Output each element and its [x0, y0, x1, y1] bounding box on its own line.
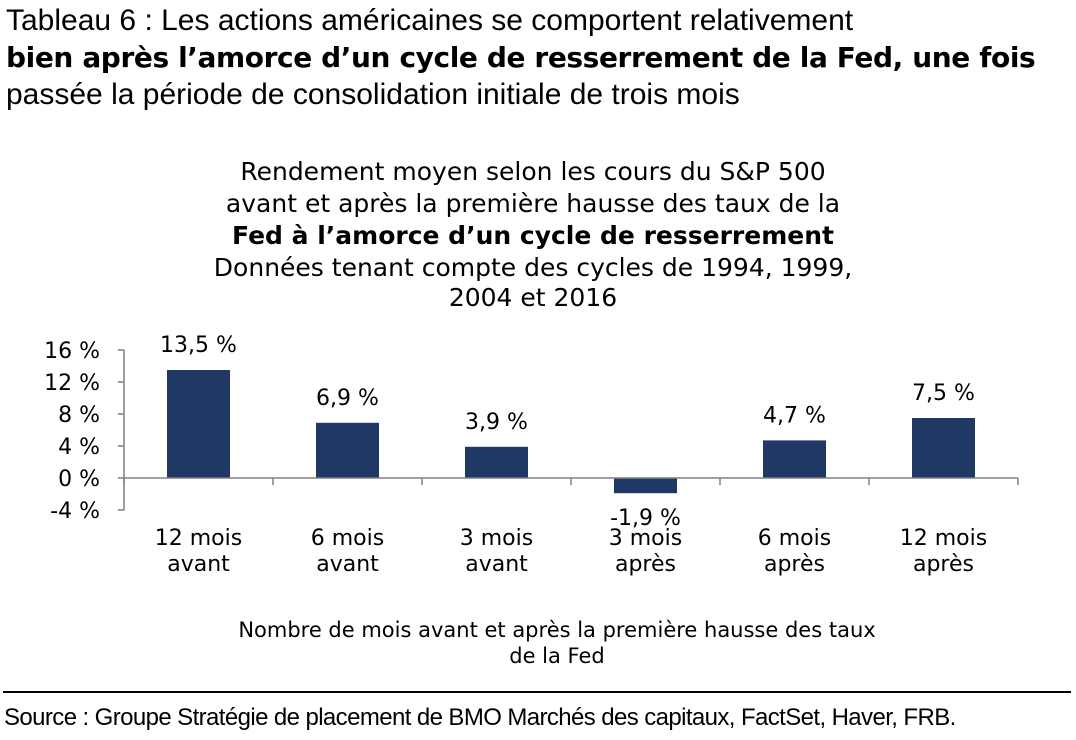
bar [316, 422, 379, 478]
data-label: 4,7 % [763, 403, 826, 428]
x-tick-label: 3 mois [609, 526, 682, 551]
y-tick-label: 8 % [58, 403, 100, 428]
y-tick-label: -4 % [50, 499, 100, 524]
x-axis-title-line-2: de la Fed [509, 644, 604, 668]
chart-titles: Rendement moyen selon les cours du S&P 5… [214, 157, 852, 312]
chart-subtitle-line-1: Données tenant compte des cycles de 1994… [214, 253, 852, 282]
figure-title-line-2: bien après l’amorce d’un cycle de resser… [6, 41, 1036, 74]
x-tick-label: 12 mois [155, 526, 242, 551]
y-tick-label: 12 % [44, 371, 100, 396]
chart-title-line-3: Fed à l’amorce d’un cycle de resserremen… [232, 221, 834, 250]
y-axis: -4 % 0 % 4 % 8 % 12 % 16 % [44, 339, 125, 524]
figure-title-line-1: Tableau 6 : Les actions américaines se c… [6, 4, 854, 37]
x-tick-label: après [764, 552, 825, 577]
figure-title-line-3: passée la période de consolidation initi… [6, 78, 740, 111]
x-axis-title: Nombre de mois avant et après la premièr… [238, 618, 875, 668]
bar [912, 418, 975, 478]
x-tick-label: 12 mois [900, 526, 987, 551]
x-tick-label: 6 mois [311, 526, 384, 551]
y-tick-label: 0 % [58, 467, 100, 492]
y-tick-label: 16 % [44, 339, 100, 364]
y-tick-label: 4 % [58, 435, 100, 460]
chart-subtitle-line-2: 2004 et 2016 [449, 283, 617, 312]
x-tick-label: après [913, 552, 974, 577]
x-tick-label: avant [465, 552, 528, 577]
x-tick-label: avant [167, 552, 230, 577]
bar [167, 370, 230, 478]
bar [614, 478, 677, 494]
bars: 13,5 % 6,9 % 3,9 % -1,9 % 4,7 % 7,5 % [160, 333, 975, 531]
x-axis-title-line-1: Nombre de mois avant et après la premièr… [238, 618, 875, 642]
data-label: 13,5 % [160, 333, 237, 358]
data-label: 6,9 % [316, 386, 379, 411]
data-label: 7,5 % [912, 381, 975, 406]
x-tick-label: avant [316, 552, 379, 577]
data-label: -1,9 % [610, 506, 681, 531]
figure-title: Tableau 6 : Les actions américaines se c… [6, 2, 1071, 113]
bar [763, 440, 826, 478]
source-note: Source : Groupe Stratégie de placement d… [4, 704, 956, 731]
source-divider [3, 691, 1071, 693]
bar [465, 446, 528, 478]
chart-title-line-1: Rendement moyen selon les cours du S&P 5… [240, 157, 825, 186]
data-label: 3,9 % [465, 410, 528, 435]
chart-title-line-2: avant et après la première hausse des ta… [226, 189, 840, 218]
x-tick-label: 3 mois [460, 526, 533, 551]
bar-chart: Rendement moyen selon les cours du S&P 5… [44, 157, 1019, 668]
x-tick-label: 6 mois [758, 526, 831, 551]
x-tick-label: après [615, 552, 676, 577]
